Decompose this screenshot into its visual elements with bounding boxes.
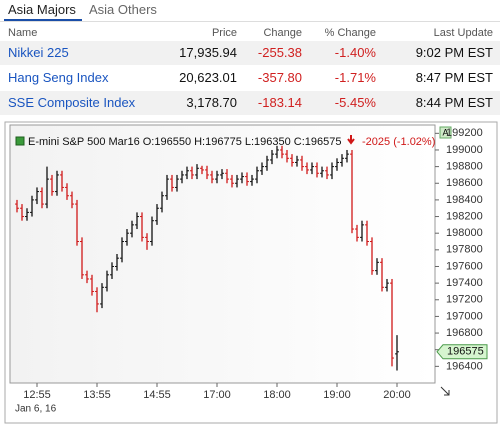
tab[interactable]: Asia Others	[89, 2, 157, 17]
table-row[interactable]: SSE Composite Index 3,178.70 -183.14 -5.45%…	[0, 91, 500, 115]
y-tick-label: 196800	[446, 327, 483, 339]
table-cell: 3,178.70	[186, 95, 237, 110]
divider	[0, 21, 500, 22]
y-tick-label: 196400	[446, 360, 483, 372]
table-cell: 8:44 PM EST	[415, 95, 493, 110]
x-tick-label: 20:00	[383, 389, 411, 401]
table-cell: 9:02 PM EST	[415, 45, 493, 60]
series-swatch	[15, 136, 25, 146]
header: % Change	[324, 27, 376, 39]
table-cell: -357.80	[257, 70, 302, 85]
y-tick-label: 199000	[446, 144, 483, 156]
y-tick-label: 198800	[446, 161, 483, 173]
y-tick-label: 198400	[446, 194, 483, 206]
y-tick-label: 197800	[446, 244, 483, 256]
table-cell: 8:47 PM EST	[415, 70, 493, 85]
scale-button-label: A	[442, 127, 448, 137]
x-tick-label: 14:55	[143, 389, 171, 401]
plot-area	[9, 124, 436, 384]
price-tag	[436, 344, 488, 360]
table-row[interactable]: Hang Seng Index 20,623.01 -357.80 -1.71% 8:4…	[0, 66, 500, 90]
table-cell: -1.40%	[334, 45, 376, 60]
chart-title: E-mini S&P 500 Mar16 O:196550 H:196775 L…	[28, 136, 342, 148]
y-tick-label: 198000	[446, 227, 483, 239]
table-cell: 17,935.94	[179, 45, 237, 60]
header: Name	[8, 27, 38, 39]
y-tick-label: 197000	[446, 310, 483, 322]
y-tick-label: 198600	[446, 177, 483, 189]
table-cell: -1.71%	[334, 70, 376, 85]
price-tag-label: 196575	[447, 346, 484, 358]
x-tick-label: 19:00	[323, 389, 351, 401]
table-cell: Nikkei 225	[8, 45, 69, 60]
down-arrow	[347, 135, 355, 145]
table-cell: -183.14	[257, 95, 302, 110]
y-tick-label: 199200	[446, 127, 483, 139]
tab-underline	[4, 19, 82, 21]
table-cell: Hang Seng Index	[8, 70, 109, 85]
header: Change	[263, 27, 302, 39]
table-cell: 20,623.01	[179, 70, 237, 85]
table-row[interactable]: Nikkei 225 17,935.94 -255.38 -1.40% 9:02 PM …	[0, 41, 500, 65]
chart: E-mini S&P 500 Mar16 O:196550 H:196775 L…	[4, 121, 498, 424]
resize-icon	[440, 386, 450, 396]
y-tick-label: 197600	[446, 260, 483, 272]
x-tick-label: 12:55	[23, 389, 51, 401]
header: Last Update	[433, 27, 493, 39]
header: Price	[211, 27, 237, 39]
y-tick-label: 198200	[446, 210, 483, 222]
table-cell: -5.45%	[334, 95, 376, 110]
table-cell: SSE Composite Index	[8, 95, 136, 110]
y-tick-label: 197400	[446, 277, 483, 289]
x-tick-label: 17:00	[203, 389, 231, 401]
chart-change: -2025 (-1.02%)	[362, 136, 435, 148]
x-tick-label: 13:55	[83, 389, 111, 401]
table-cell: -255.38	[257, 45, 302, 60]
tab[interactable]: Asia Majors	[8, 2, 76, 17]
y-tick-label: 197200	[446, 294, 483, 306]
x-tick-label: 18:00	[263, 389, 291, 401]
scale-button[interactable]	[439, 126, 452, 139]
date-label: Jan 6, 16	[15, 404, 57, 415]
